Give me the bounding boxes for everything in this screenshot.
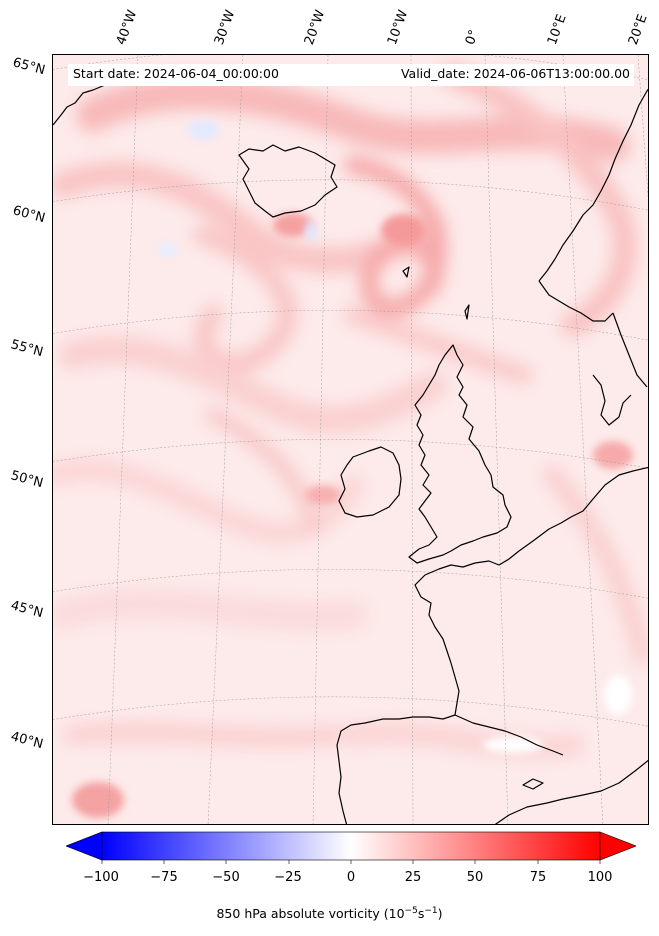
iberia-north-coast (454, 714, 564, 756)
colorbar-tick-label: 100 (587, 870, 613, 885)
great-britain-coast (408, 344, 512, 564)
lat-label-55n: 55°N (9, 337, 45, 361)
shetland-coast (464, 304, 470, 320)
colorbar (66, 831, 636, 864)
colorbar-tick-label: 75 (529, 870, 547, 885)
ireland-coast (338, 446, 402, 518)
colorbar-tick-label: 25 (404, 870, 422, 885)
lon-label-20w: 20°W (301, 8, 329, 47)
colorbar-title-close: ) (437, 906, 443, 922)
colorbar-ticks (101, 860, 601, 864)
lat-label-60n: 60°N (11, 203, 47, 227)
lat-label-45n: 45°N (9, 598, 45, 622)
vorticity-bands (53, 63, 648, 759)
colorbar-tick-label: 0 (346, 870, 356, 885)
coastlines (53, 78, 648, 824)
colorbar-extend-min (66, 831, 103, 861)
vorticity-maxima (72, 213, 633, 818)
colorbar-tick-label: 50 (466, 870, 484, 885)
iceland-coast (238, 144, 338, 218)
iberia-coast (336, 714, 456, 824)
faroe-coast (402, 266, 410, 278)
header-box (68, 64, 634, 86)
sweden-coast (612, 312, 648, 388)
colorbar-tick-label: −100 (83, 870, 119, 885)
colorbar-title: 850 hPa absolute vorticity (10−5s−1) (0, 906, 659, 921)
africa-coast (494, 759, 648, 824)
colorbar-unit-base: 10 (388, 906, 405, 922)
colorbar-extend-max (599, 831, 636, 861)
colorbar-unit-exponent: −5 (404, 906, 418, 916)
lat-label-40n: 40°N (9, 729, 45, 753)
lon-label-10e: 10°E (544, 12, 570, 48)
colorbar-tick-label: −75 (150, 870, 178, 885)
colorbar-tick-label: −25 (274, 870, 302, 885)
colorbar-tick-label: −50 (212, 870, 240, 885)
colorbar-unit-seconds: s (417, 906, 425, 922)
map-panel (52, 54, 649, 825)
colorbar-gradient (101, 831, 601, 861)
colorbar-unit-exponent2: −1 (424, 906, 438, 916)
lon-label-10w: 10°W (384, 8, 412, 47)
start-date-label: Start date: 2024-06-04_00:00:00 (73, 66, 279, 81)
france-coast (414, 550, 520, 716)
norway-south-coast (538, 280, 614, 322)
lon-label-30w: 30°W (211, 8, 239, 47)
north-sea-coast (518, 466, 648, 552)
lon-label-20e: 20°E (625, 12, 651, 48)
longitude-gridlines (107, 55, 648, 824)
colorbar-title-text: 850 hPa absolute vorticity ( (216, 906, 389, 922)
valid-date-label: Valid_date: 2024-06-06T13:00:00.00 (400, 66, 630, 81)
lat-label-50n: 50°N (9, 468, 45, 492)
lat-label-65n: 65°N (11, 55, 47, 79)
lon-label-40w: 40°W (113, 8, 141, 47)
lon-label-0: 0° (462, 27, 483, 47)
denmark-coast (592, 374, 632, 426)
mediterranean-island (522, 778, 544, 790)
vorticity-map (53, 55, 648, 824)
norway-coast (538, 88, 648, 282)
